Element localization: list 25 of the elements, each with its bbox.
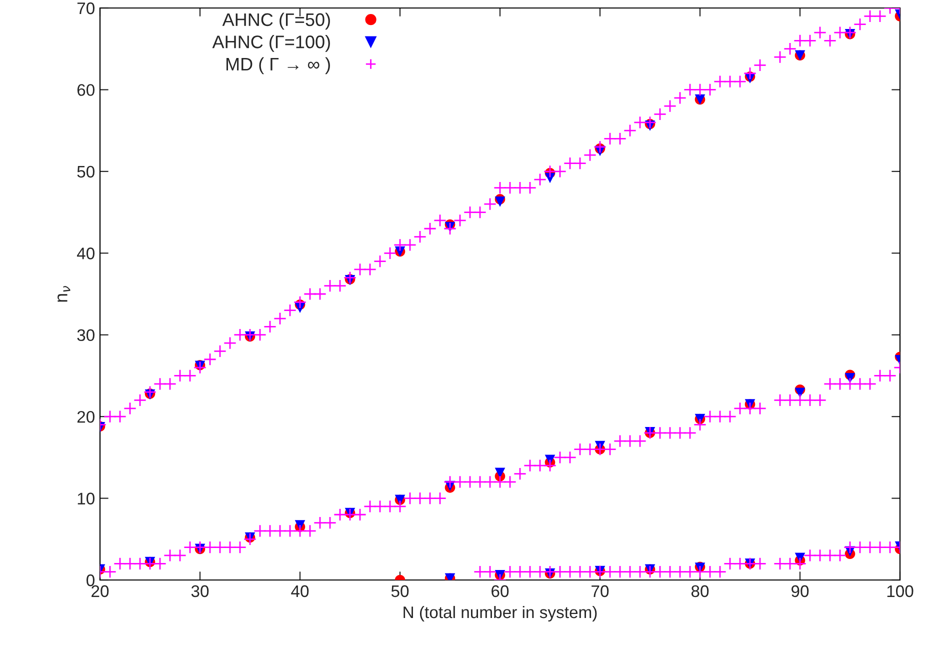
y-tick-label: 40: [76, 248, 94, 260]
y-tick-label: 60: [77, 84, 94, 96]
x-tick-label: 80: [691, 585, 709, 598]
point: [794, 388, 806, 398]
x-tick-label: 60: [492, 585, 509, 598]
y-tick-label: 70: [77, 2, 94, 14]
x-axis-title: N (total number in system): [404, 606, 597, 622]
x-tick-label: 90: [792, 585, 809, 598]
x-tick-label: 100: [887, 585, 914, 598]
y-tick-label: 10: [78, 492, 94, 504]
x-tick-label: 30: [191, 585, 209, 598]
x-tick-label: 70: [592, 585, 609, 598]
point: [494, 468, 506, 478]
x-tick-label: 20: [92, 585, 109, 598]
y-tick-label: 30: [77, 329, 94, 342]
legend-label: AHNC (Γ=100): [212, 35, 330, 52]
legend-label: MD ( Γ → ∞ ): [226, 57, 330, 74]
y-tick-label: 50: [77, 166, 94, 178]
point: [494, 196, 506, 207]
x-tick-label: 50: [391, 585, 409, 598]
y-tick-label: 20: [77, 410, 94, 423]
x-tick-label: 40: [291, 585, 309, 598]
y-axis-title: n$_{ν}$: [58, 286, 70, 302]
legend-label: AHNC (Γ=50): [222, 12, 330, 30]
y-tick-label: 0: [86, 574, 94, 586]
